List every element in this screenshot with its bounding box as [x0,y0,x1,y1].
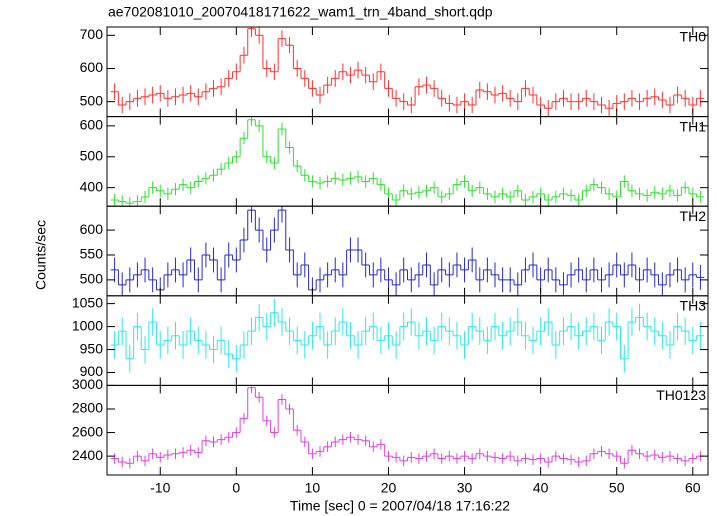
y-tick-label: 600 [80,59,104,75]
y-tick-label: 2600 [72,423,103,439]
x-tick-label: 50 [609,480,625,496]
panel-label: TH0123 [656,387,706,403]
y-tick-label: 1000 [72,317,103,333]
y-tick-label: 900 [80,363,104,379]
x-tick-label: 0 [232,480,240,496]
panel-data [110,299,705,373]
panel-label: TH3 [680,298,707,314]
panel-label: TH1 [680,118,707,134]
x-axis-label: Time [sec] 0 = 2007/04/18 17:16:22 [290,498,510,514]
y-tick-label: 600 [80,117,104,133]
panel-frame [106,384,709,476]
chart-title: ae702081010_20070418171622_wam1_trn_4ban… [108,4,493,20]
y-tick-label: 500 [80,271,104,287]
y-tick-label: 1050 [72,294,103,310]
y-tick-label: 400 [80,178,104,194]
y-tick-label: 700 [80,26,104,42]
x-tick-label: 30 [457,480,473,496]
y-tick-label: 2800 [72,400,103,416]
panel-label: TH2 [680,208,707,224]
x-tick-label: 10 [305,480,321,496]
panel-data [110,206,705,296]
panel-data [110,27,705,117]
y-tick-label: 500 [80,92,104,108]
y-tick-label: 600 [80,221,104,237]
panel-label: TH0 [680,29,707,45]
y-tick-label: 500 [80,147,104,163]
x-tick-label: -10 [150,480,170,496]
x-tick-label: 60 [685,480,701,496]
y-tick-label: 950 [80,340,104,356]
panel-data [110,116,705,207]
x-tick-label: 20 [381,480,397,496]
panel-frame [106,205,709,297]
x-tick-label: 40 [533,480,549,496]
y-tick-label: 2400 [72,447,103,463]
y-axis-label: Counts/sec [33,220,49,290]
y-tick-label: 3000 [72,376,103,392]
y-tick-label: 550 [80,246,104,262]
panel-data [110,385,705,469]
